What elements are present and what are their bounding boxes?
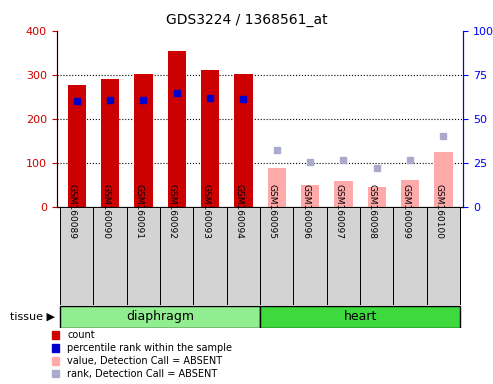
Text: GSM160095: GSM160095 [268,184,277,239]
Bar [127,207,160,305]
Bar [268,167,286,207]
Text: heart: heart [344,310,377,323]
Bar [60,207,93,305]
Bar [68,84,86,207]
Bar [160,207,193,305]
Bar [201,70,219,207]
Text: GSM160099: GSM160099 [401,184,410,239]
Bar [360,207,393,305]
Bar [293,207,327,305]
Text: GSM160093: GSM160093 [201,184,210,239]
Bar [93,207,127,305]
Text: GSM160091: GSM160091 [135,184,143,239]
Bar [368,187,386,207]
Text: GSM160097: GSM160097 [334,184,344,239]
Text: tissue ▶: tissue ▶ [10,312,55,322]
Bar [393,207,427,305]
Bar [234,74,252,207]
Text: GSM160098: GSM160098 [368,184,377,239]
Bar [401,180,419,207]
Legend: count, percentile rank within the sample, value, Detection Call = ABSENT, rank, : count, percentile rank within the sample… [52,330,232,379]
Text: GDS3224 / 1368561_at: GDS3224 / 1368561_at [166,13,327,27]
Bar [260,207,293,305]
Bar [260,306,460,328]
Bar [227,207,260,305]
Bar [101,79,119,207]
Bar [301,185,319,207]
Bar [193,207,227,305]
Text: GSM160092: GSM160092 [168,184,176,239]
Bar [134,74,152,207]
Text: GSM160089: GSM160089 [68,184,77,239]
Text: GSM160100: GSM160100 [434,184,443,239]
Bar [60,306,260,328]
Bar [434,152,453,207]
Bar [327,207,360,305]
Bar [334,181,352,207]
Text: GSM160090: GSM160090 [101,184,110,239]
Text: diaphragm: diaphragm [126,310,194,323]
Bar [168,51,186,207]
Text: GSM160096: GSM160096 [301,184,310,239]
Text: GSM160094: GSM160094 [234,184,244,239]
Bar [427,207,460,305]
